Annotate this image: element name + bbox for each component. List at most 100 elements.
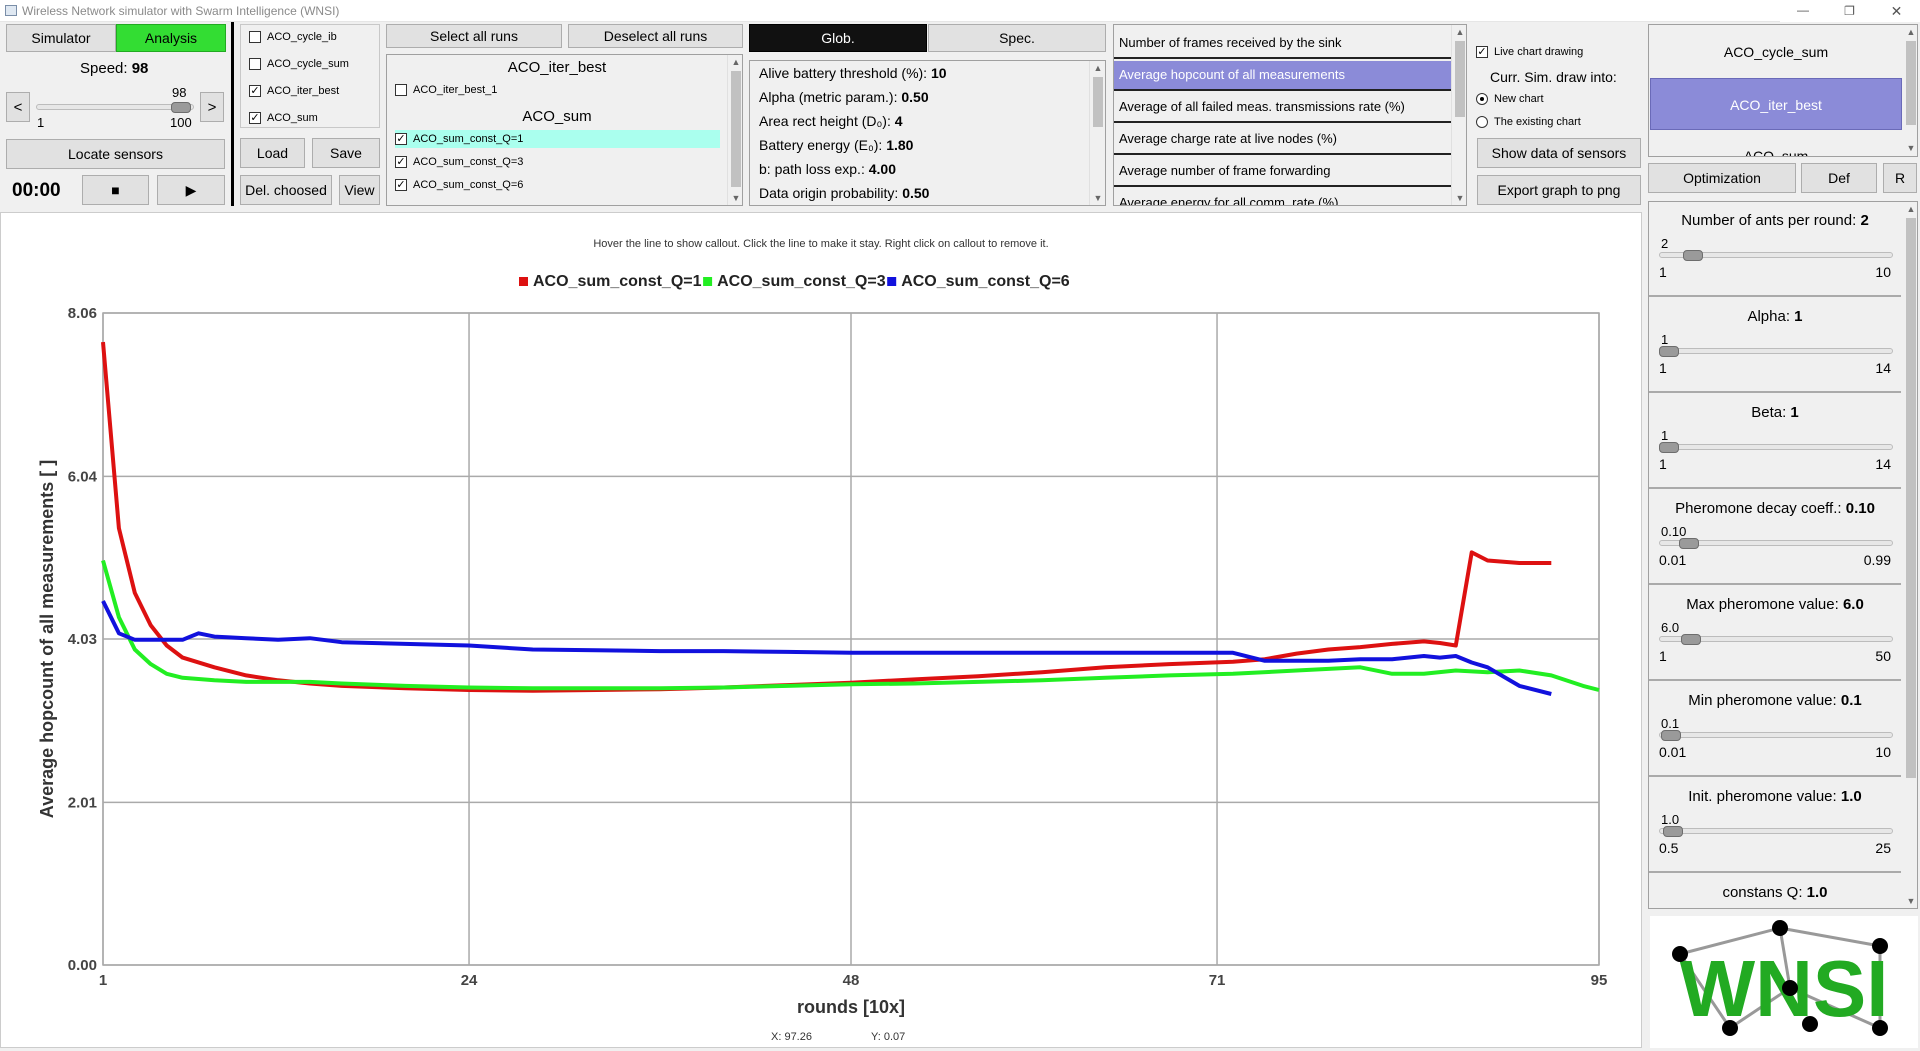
checkbox-icon xyxy=(249,31,261,43)
checkbox-icon: ✓ xyxy=(249,112,261,124)
minimize-button[interactable]: — xyxy=(1780,0,1826,22)
scroll-thumb[interactable] xyxy=(1906,41,1916,125)
tab-analysis[interactable]: Analysis xyxy=(116,24,226,52)
parameter-slider-thumb[interactable] xyxy=(1659,346,1679,357)
scroll-up-icon[interactable]: ▲ xyxy=(731,57,741,67)
scroll-down-icon[interactable]: ▼ xyxy=(1455,193,1465,203)
hopcount-chart[interactable]: Hover the line to show callout. Click th… xyxy=(1,213,1641,1047)
parameter-slider-track[interactable] xyxy=(1659,252,1893,258)
algorithm-checkbox[interactable]: ✓ ACO_sum xyxy=(249,112,318,124)
speed-increase-button[interactable]: > xyxy=(200,92,224,122)
optimization-button[interactable]: Optimization xyxy=(1648,163,1796,193)
speed-decrease-button[interactable]: < xyxy=(6,92,30,122)
scroll-down-icon[interactable]: ▼ xyxy=(1093,193,1103,203)
speed-slider-track[interactable] xyxy=(36,104,194,110)
algorithm-item[interactable]: ACO_iter_best xyxy=(1650,78,1902,130)
parameter-slider-thumb[interactable] xyxy=(1682,250,1703,261)
measurement-item[interactable]: Average number of frame forwarding xyxy=(1114,157,1451,187)
scroll-up-icon[interactable]: ▲ xyxy=(1906,204,1916,214)
parameters-scrollbar[interactable]: ▲ ▼ xyxy=(1089,61,1105,205)
show-sensor-data-button[interactable]: Show data of sensors xyxy=(1477,138,1641,168)
scroll-up-icon[interactable]: ▲ xyxy=(1093,63,1103,73)
tab-global[interactable]: Glob. xyxy=(749,24,927,52)
y-axis-label: Average hopcount of all measurements [ ] xyxy=(37,460,57,818)
measurement-item[interactable]: Number of frames received by the sink xyxy=(1114,29,1451,59)
algorithm-parameters-scrollbar[interactable]: ▲ ▼ xyxy=(1903,202,1917,908)
run-checkbox[interactable]: ✓ ACO_sum_const_Q=6 xyxy=(395,176,720,194)
series-line[interactable] xyxy=(101,600,1552,696)
radio-new-chart[interactable]: New chart xyxy=(1476,93,1544,105)
slider-min: 1 xyxy=(1659,648,1667,664)
algorithm-checkbox[interactable]: ACO_cycle_sum xyxy=(249,58,349,70)
scroll-down-icon[interactable]: ▼ xyxy=(1906,143,1916,153)
scroll-thumb[interactable] xyxy=(1093,77,1103,127)
series-line[interactable] xyxy=(101,559,1600,692)
measurement-item[interactable]: Average charge rate at live nodes (%) xyxy=(1114,125,1451,155)
slider-current-value: 1 xyxy=(1661,332,1669,347)
y-tick-label: 6.04 xyxy=(68,468,98,485)
legend-entry[interactable]: ACO_sum_const_Q=3 xyxy=(717,273,886,290)
play-button[interactable]: ▶ xyxy=(157,175,225,205)
export-graph-button[interactable]: Export graph to png xyxy=(1477,175,1641,205)
parameter-name: Pheromone decay coeff.: xyxy=(1675,500,1846,517)
algorithm-checkbox[interactable]: ✓ ACO_iter_best xyxy=(249,85,339,97)
measurement-item[interactable]: Average of all failed meas. transmission… xyxy=(1114,93,1451,123)
close-icon[interactable]: ✕ xyxy=(1890,3,1903,19)
legend-entry[interactable]: ACO_sum_const_Q=1 xyxy=(533,273,702,290)
live-chart-checkbox[interactable]: ✓ Live chart drawing xyxy=(1476,46,1584,58)
parameter-slider-thumb[interactable] xyxy=(1680,634,1701,645)
parameter-name: Init. pheromone value: xyxy=(1688,788,1841,805)
scroll-down-icon[interactable]: ▼ xyxy=(1906,896,1916,906)
slider-current-value: 6.0 xyxy=(1661,620,1680,635)
parameter-slider-track[interactable] xyxy=(1659,732,1893,738)
parameter-slider-track[interactable] xyxy=(1659,828,1893,834)
parameter-slider-thumb[interactable] xyxy=(1660,730,1681,741)
parameter-slider-track[interactable] xyxy=(1659,540,1893,546)
parameter-slider-thumb[interactable] xyxy=(1663,826,1684,837)
legend-entry[interactable]: ACO_sum_const_Q=6 xyxy=(901,273,1070,290)
algorithm-item[interactable]: ACO_cycle_sum xyxy=(1723,44,1829,60)
tab-specific[interactable]: Spec. xyxy=(928,24,1106,52)
r-button[interactable]: R xyxy=(1883,163,1917,193)
save-button[interactable]: Save xyxy=(312,138,380,168)
load-button[interactable]: Load xyxy=(240,138,305,168)
stop-button[interactable]: ■ xyxy=(82,175,149,205)
run-group-header: ACO_iter_best xyxy=(507,59,607,76)
deselect-all-runs-button[interactable]: Deselect all runs xyxy=(568,24,743,48)
parameter-name: Min pheromone value: xyxy=(1688,692,1841,709)
parameter-slider-thumb[interactable] xyxy=(1678,538,1699,549)
select-all-runs-button[interactable]: Select all runs xyxy=(386,24,562,48)
scroll-up-icon[interactable]: ▲ xyxy=(1455,27,1465,37)
tab-simulator[interactable]: Simulator xyxy=(6,24,116,52)
measurement-item[interactable]: Average hopcount of all measurements xyxy=(1114,61,1451,91)
scroll-thumb[interactable] xyxy=(731,71,741,187)
chart-area[interactable]: Hover the line to show callout. Click th… xyxy=(0,212,1642,1048)
algorithm-item[interactable]: ACO_sum xyxy=(1743,148,1809,157)
scroll-thumb[interactable] xyxy=(1455,41,1465,117)
radio-existing-chart[interactable]: The existing chart xyxy=(1476,116,1581,128)
restore-icon[interactable]: ❐ xyxy=(1844,4,1855,18)
algorithm-scrollbar[interactable]: ▲ ▼ xyxy=(1903,25,1917,156)
speed-slider-thumb[interactable] xyxy=(171,102,192,113)
parameter-slider-track[interactable] xyxy=(1659,444,1893,450)
run-checkbox[interactable]: ✓ ACO_sum_const_Q=1 xyxy=(395,130,720,148)
delete-chosen-button[interactable]: Del. choosed xyxy=(240,175,332,205)
view-button[interactable]: View xyxy=(339,175,380,205)
measurement-item[interactable]: Average energy for all comm. rate (%) xyxy=(1114,189,1451,205)
runs-scrollbar[interactable]: ▲ ▼ xyxy=(727,55,742,205)
def-button[interactable]: Def xyxy=(1801,163,1877,193)
algorithm-parameter: constans Q: 1.0 xyxy=(1649,874,1901,908)
x-tick-label: 24 xyxy=(461,972,478,989)
locate-sensors-button[interactable]: Locate sensors xyxy=(6,139,225,169)
scroll-thumb[interactable] xyxy=(1906,218,1916,778)
scroll-up-icon[interactable]: ▲ xyxy=(1906,27,1916,37)
run-checkbox[interactable]: ✓ ACO_sum_const_Q=3 xyxy=(395,153,720,171)
measurement-scrollbar[interactable]: ▲ ▼ xyxy=(1451,25,1466,205)
run-checkbox[interactable]: ACO_iter_best_1 xyxy=(395,81,720,99)
parameter-slider-track[interactable] xyxy=(1659,348,1893,354)
algorithm-checkbox[interactable]: ACO_cycle_ib xyxy=(249,31,337,43)
slider-current-value: 0.1 xyxy=(1661,716,1680,731)
scroll-down-icon[interactable]: ▼ xyxy=(731,193,741,203)
parameter-slider-thumb[interactable] xyxy=(1659,442,1679,453)
parameter-slider-track[interactable] xyxy=(1659,636,1893,642)
